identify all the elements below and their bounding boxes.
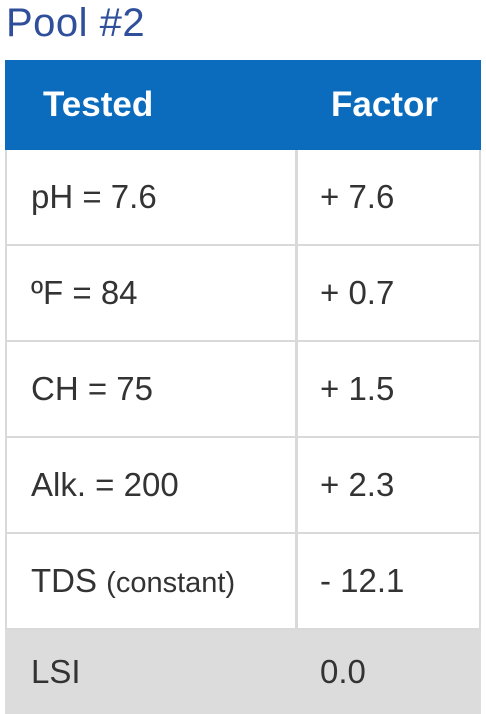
result-label: LSI — [31, 653, 81, 690]
tested-cell: TDS (constant) — [7, 534, 295, 628]
tested-note-text: (constant) — [106, 567, 236, 599]
factor-cell: + 7.6 — [298, 150, 479, 244]
table-header-row: Tested Factor — [5, 60, 481, 150]
table-row: Alk. = 200 + 2.3 — [5, 438, 481, 534]
table-row: CH = 75 + 1.5 — [5, 342, 481, 438]
table-row: TDS (constant) - 12.1 — [5, 534, 481, 630]
tested-main-text: TDS — [31, 562, 97, 599]
factor-cell: + 1.5 — [298, 342, 479, 436]
tested-cell: Alk. = 200 — [7, 438, 295, 532]
factor-cell: - 12.1 — [298, 534, 479, 628]
tested-cell: ºF = 84 — [7, 246, 295, 340]
page-title: Pool #2 — [6, 1, 146, 45]
factor-cell: + 2.3 — [298, 438, 479, 532]
result-row: LSI 0.0 — [5, 630, 481, 714]
tested-cell: pH = 7.6 — [7, 150, 295, 244]
header-tested: Tested — [43, 85, 154, 124]
tested-cell: CH = 75 — [7, 342, 295, 436]
factor-cell: + 0.7 — [298, 246, 479, 340]
table-row: ºF = 84 + 0.7 — [5, 246, 481, 342]
lsi-table: Tested Factor pH = 7.6 + 7.6 ºF = 84 + 0… — [5, 60, 481, 714]
table-row: pH = 7.6 + 7.6 — [5, 150, 481, 246]
header-factor: Factor — [331, 85, 438, 124]
result-value: 0.0 — [320, 653, 366, 690]
